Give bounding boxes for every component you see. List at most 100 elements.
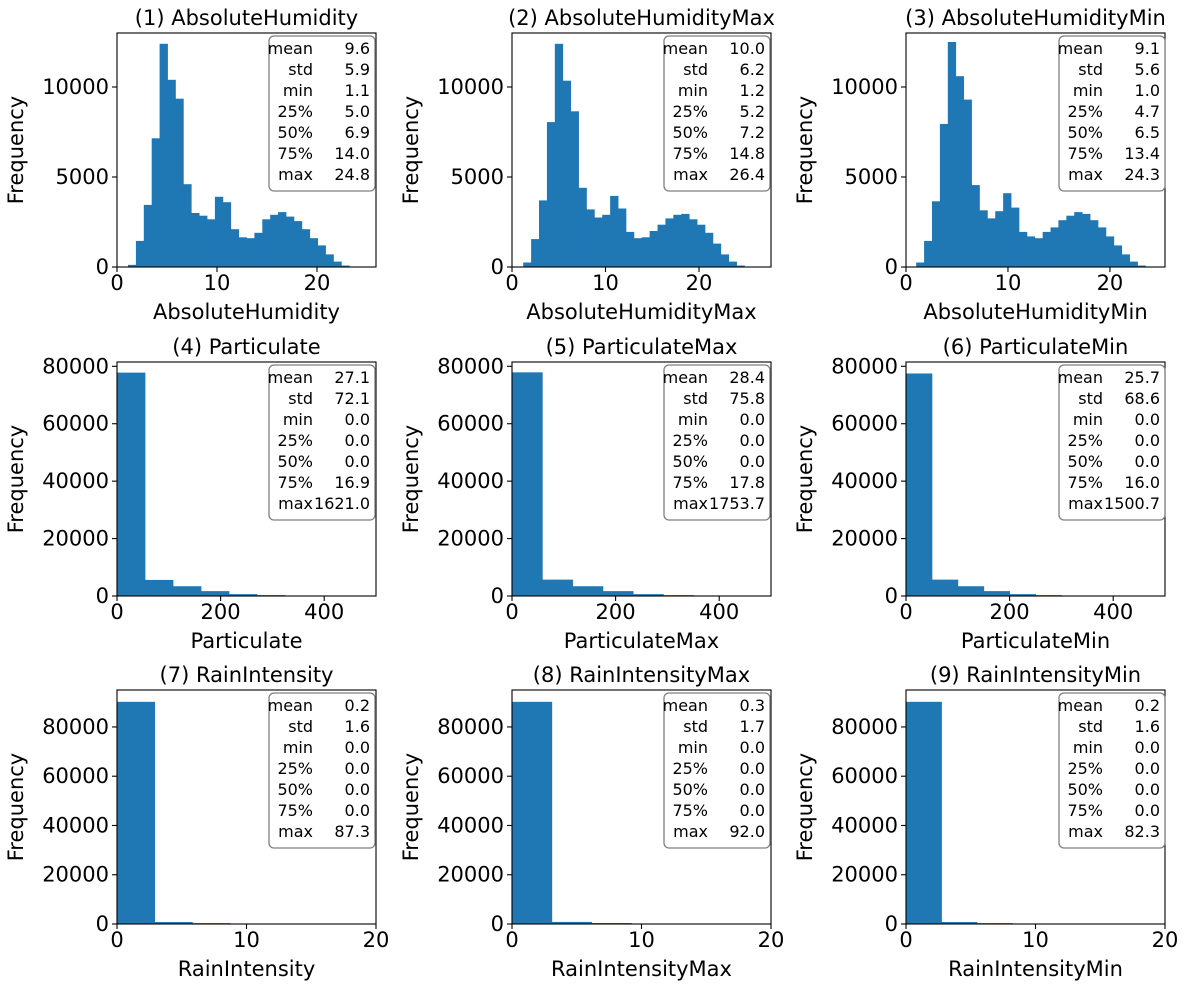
- stat-label: min: [283, 738, 313, 757]
- stat-value: 1.6: [1135, 717, 1160, 736]
- stat-value: 27.1: [334, 368, 370, 387]
- x-tick-label: 200: [201, 600, 241, 624]
- histogram-bar: [551, 921, 592, 924]
- histogram-bar: [1074, 212, 1083, 267]
- stat-label: 75%: [277, 473, 313, 492]
- stat-label: 50%: [277, 123, 313, 142]
- histogram-bar: [1011, 207, 1020, 267]
- histogram-bar: [1137, 265, 1146, 267]
- histogram-bar: [939, 123, 949, 267]
- stats-box-frame: [268, 692, 376, 849]
- x-tick-label: 0: [505, 271, 518, 295]
- stat-label: max: [1068, 165, 1103, 184]
- histogram-bar: [143, 204, 153, 267]
- y-tick-label: 0: [96, 912, 109, 936]
- subplot-4: 0 200 400 0 20000 40000 60000 80000 (4) Particul…: [4, 335, 377, 653]
- histogram-bar: [1042, 231, 1051, 267]
- stats-box-frame: [268, 35, 376, 192]
- stat-value: 28.4: [729, 368, 765, 387]
- stat-label: max: [673, 822, 708, 841]
- stat-label: max: [1068, 822, 1103, 841]
- histogram-bar: [309, 238, 318, 267]
- histogram-bar: [602, 214, 611, 267]
- y-tick-label: 20000: [831, 527, 898, 551]
- stat-label: mean: [268, 368, 313, 387]
- stat-value: 16.0: [1124, 473, 1160, 492]
- histogram-bar: [167, 79, 176, 267]
- stat-label: max: [278, 165, 313, 184]
- x-tick-label: 20: [1097, 271, 1124, 295]
- stat-label: max: [1068, 494, 1103, 513]
- y-tick-label: 80000: [437, 715, 504, 739]
- stat-label: 50%: [1067, 780, 1103, 799]
- histogram-bar: [594, 217, 603, 267]
- y-tick-label: 10000: [831, 75, 898, 99]
- y-tick-label: 5000: [56, 165, 109, 189]
- histogram-bar: [1058, 220, 1067, 267]
- stats-box-frame: [1058, 35, 1166, 192]
- x-tick-label: 400: [304, 600, 344, 624]
- stat-label: min: [283, 410, 313, 429]
- y-axis-label: Frequency: [4, 753, 28, 862]
- stat-label: min: [678, 738, 708, 757]
- stat-label: 75%: [1067, 144, 1103, 163]
- y-tick-label: 20000: [437, 863, 504, 887]
- x-tick-label: 10: [995, 271, 1022, 295]
- y-tick-label: 80000: [42, 715, 109, 739]
- stat-value: 1.7: [740, 717, 765, 736]
- x-tick-label: 20: [686, 271, 713, 295]
- x-tick-label: 20: [363, 928, 390, 952]
- stat-label: std: [1078, 389, 1103, 408]
- stat-label: std: [683, 60, 708, 79]
- histogram-bar: [689, 219, 698, 267]
- x-tick-label: 0: [899, 600, 912, 624]
- stat-value: 0.0: [1135, 738, 1160, 757]
- stats-box: mean 25.7 std 68.6 min 0.0 25% 0.0 50% 0.0 75% 16.0…: [1058, 364, 1166, 521]
- stat-label: 50%: [1067, 123, 1103, 142]
- axes-frame: [116, 32, 377, 268]
- stat-value: 0.0: [1135, 759, 1160, 778]
- stat-value: 1500.7: [1104, 494, 1160, 513]
- y-tick-label: 20000: [831, 863, 898, 887]
- y-tick-label: 0: [491, 255, 504, 279]
- axes-frame: [116, 361, 377, 597]
- bars: [117, 372, 370, 596]
- stat-label: std: [683, 389, 708, 408]
- stat-label: 25%: [1067, 759, 1103, 778]
- stat-value: 0.0: [740, 452, 765, 471]
- histogram-bar: [610, 195, 619, 267]
- histogram-bar: [254, 232, 263, 267]
- stat-value: 1.6: [345, 717, 370, 736]
- stat-label: 50%: [277, 780, 313, 799]
- stat-label: min: [1073, 81, 1103, 100]
- stat-value: 0.0: [1135, 452, 1160, 471]
- stat-value: 1.0: [1135, 81, 1160, 100]
- histogram-bar: [1034, 238, 1044, 267]
- x-tick-label: 10: [628, 928, 655, 952]
- histogram-bar: [665, 218, 674, 267]
- y-axis-label: Frequency: [4, 96, 28, 205]
- histogram-bar: [906, 373, 933, 596]
- histogram-bar: [947, 42, 957, 267]
- stat-value: 26.4: [729, 165, 765, 184]
- histogram-bar: [128, 264, 137, 267]
- stat-label: mean: [1058, 368, 1103, 387]
- stat-label: 75%: [672, 473, 708, 492]
- x-tick-label: 10: [592, 271, 619, 295]
- histogram-bar: [554, 43, 564, 267]
- stat-label: 25%: [277, 759, 313, 778]
- histogram-bar: [1113, 245, 1123, 267]
- stat-value: 25.7: [1124, 368, 1160, 387]
- bars: [906, 701, 1049, 924]
- stat-label: 50%: [672, 123, 708, 142]
- y-tick-label: 40000: [42, 469, 109, 493]
- stat-value: 0.0: [740, 759, 765, 778]
- axes-frame: [511, 361, 772, 597]
- y-axis-label: Frequency: [793, 96, 817, 205]
- histogram-bar: [736, 265, 745, 267]
- histogram-bar: [1026, 236, 1036, 267]
- histogram-bar: [1003, 193, 1012, 267]
- histogram-bar: [199, 215, 208, 267]
- stat-value: 0.0: [345, 780, 370, 799]
- histogram-bar: [539, 200, 548, 267]
